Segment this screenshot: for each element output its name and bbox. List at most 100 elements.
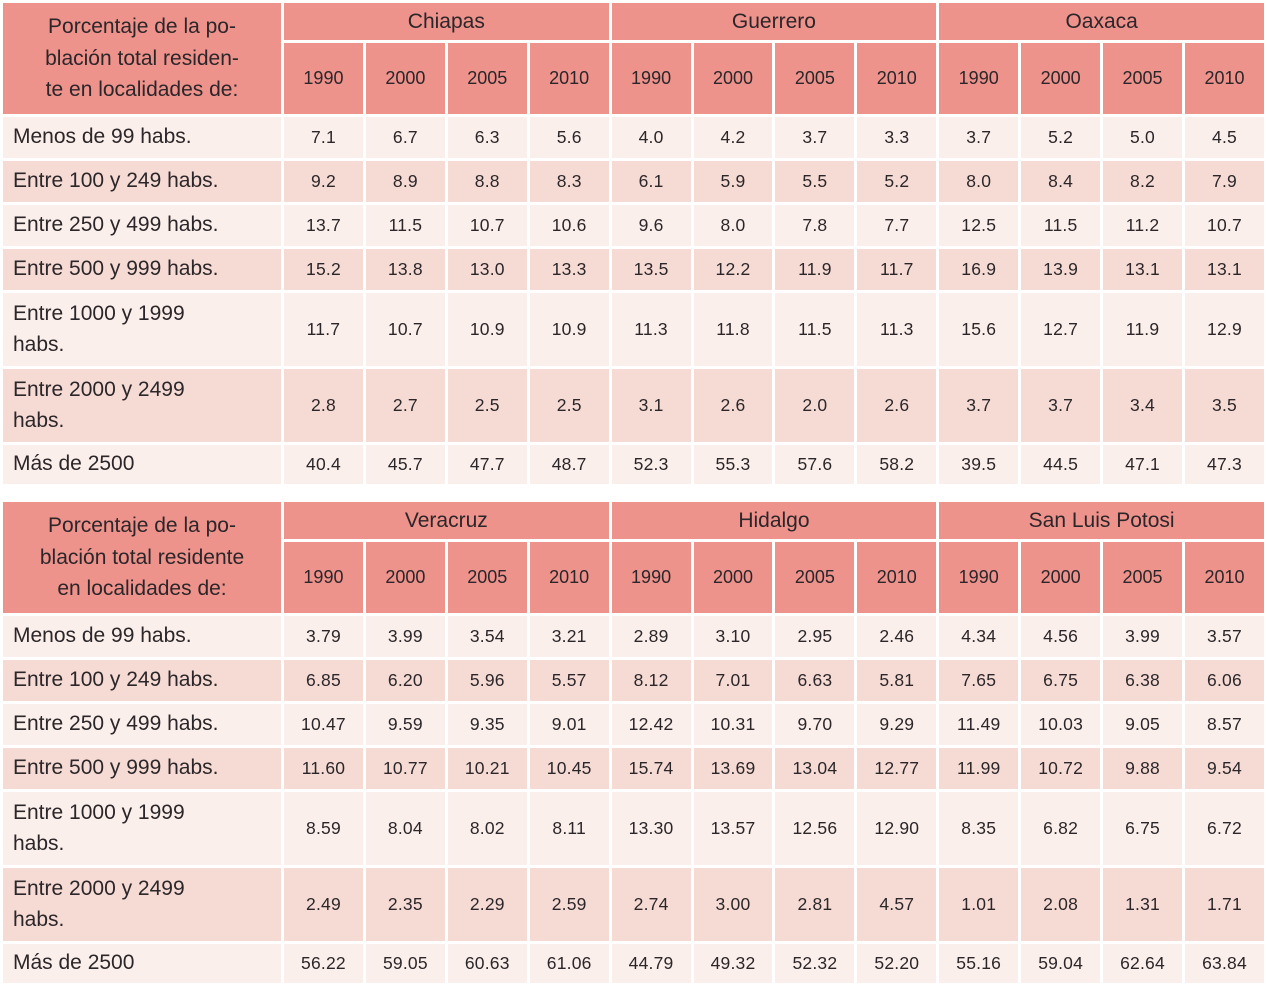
value-cell: 39.5 [936,442,1022,487]
value-cell: 4.5 [1181,114,1267,161]
table-row: Más de 2500 40.4 45.7 47.7 48.7 52.3 55.3 57.6 5… [0,442,1267,487]
value-cell: 2.49 [281,865,366,944]
table-row: Más de 2500 56.22 59.05 60.63 61.06 44.79 49.3… [0,941,1267,986]
value-cell: 2.5 [526,366,612,445]
value-cell: 3.00 [690,865,776,944]
value-cell: 2.0 [772,366,858,445]
value-cell: 49.32 [690,941,776,986]
table-row: Entre 500 y 999 habs. 11.60 10.77 10.21 10.4… [0,745,1267,792]
value-cell: 5.9 [690,158,776,205]
value-cell: 3.21 [526,613,612,660]
table-row: Menos de 99 habs. 3.79 3.99 3.54 3.21 2.89 3.1… [0,613,1267,660]
value-cell: 44.79 [608,941,694,986]
value-cell: 11.3 [608,290,694,369]
value-cell: 13.30 [608,789,694,868]
value-cell: 8.57 [1181,701,1267,748]
year-header: 2000 [362,539,448,616]
year-header: 2005 [1100,539,1185,616]
value-cell: 2.7 [362,366,448,445]
value-cell: 13.9 [1018,246,1104,293]
value-cell: 12.77 [854,745,940,792]
row-label: Menos de 99 habs. [0,114,284,161]
value-cell: 2.6 [690,366,776,445]
value-cell: 52.32 [772,941,858,986]
value-cell: 8.02 [444,789,530,868]
year-header: 2010 [526,40,612,117]
table-row: Entre 1000 y 1999 habs. 8.59 8.04 8.02 8.11 1… [0,789,1267,868]
state-header-oaxaca: Oaxaca [936,0,1267,43]
value-cell: 56.22 [281,941,366,986]
value-cell: 8.0 [690,202,776,249]
value-cell: 2.8 [281,366,366,445]
value-cell: 12.7 [1018,290,1104,369]
value-cell: 3.3 [854,114,940,161]
state-header-chiapas: Chiapas [281,0,612,43]
value-cell: 8.11 [526,789,612,868]
year-header: 2005 [772,539,858,616]
value-cell: 2.81 [772,865,858,944]
year-header: 1990 [281,40,366,117]
value-cell: 47.1 [1100,442,1185,487]
value-cell: 5.96 [444,657,530,704]
value-cell: 11.60 [281,745,366,792]
value-cell: 7.65 [936,657,1022,704]
value-cell: 3.99 [1100,613,1185,660]
year-header: 2005 [1100,40,1185,117]
value-cell: 11.2 [1100,202,1185,249]
value-cell: 6.72 [1181,789,1267,868]
table-row: Entre 1000 y 1999 habs. 11.7 10.7 10.9 10.9 1… [0,290,1267,369]
year-header: 2005 [444,539,530,616]
year-header: 2000 [690,40,776,117]
row-label: Entre 500 y 999 habs. [0,246,284,293]
value-cell: 58.2 [854,442,940,487]
value-cell: 11.49 [936,701,1022,748]
value-cell: 9.29 [854,701,940,748]
value-cell: 10.9 [526,290,612,369]
value-cell: 9.54 [1181,745,1267,792]
value-cell: 11.5 [362,202,448,249]
value-cell: 57.6 [772,442,858,487]
value-cell: 12.56 [772,789,858,868]
year-header: 2010 [854,40,940,117]
value-cell: 10.03 [1018,701,1104,748]
value-cell: 60.63 [444,941,530,986]
value-cell: 8.8 [444,158,530,205]
value-cell: 3.7 [936,366,1022,445]
value-cell: 63.84 [1181,941,1267,986]
year-header: 1990 [608,539,694,616]
year-header: 2005 [444,40,530,117]
value-cell: 15.2 [281,246,366,293]
row-label: Entre 1000 y 1999 habs. [0,290,284,369]
value-cell: 13.57 [690,789,776,868]
value-cell: 61.06 [526,941,612,986]
row-label: Entre 100 y 249 habs. [0,158,284,205]
value-cell: 7.01 [690,657,776,704]
year-header: 1990 [936,40,1022,117]
value-cell: 3.7 [772,114,858,161]
value-cell: 48.7 [526,442,612,487]
year-header: 2000 [690,539,776,616]
table-row: Menos de 99 habs. 7.1 6.7 6.3 5.6 4.0 4.2 3.7 3.… [0,114,1267,161]
year-header: 2010 [854,539,940,616]
value-cell: 4.0 [608,114,694,161]
value-cell: 6.63 [772,657,858,704]
value-cell: 5.81 [854,657,940,704]
value-cell: 8.12 [608,657,694,704]
value-cell: 3.54 [444,613,530,660]
value-cell: 12.90 [854,789,940,868]
value-cell: 10.72 [1018,745,1104,792]
value-cell: 3.10 [690,613,776,660]
value-cell: 13.1 [1181,246,1267,293]
value-cell: 6.75 [1100,789,1185,868]
row-label: Entre 100 y 249 habs. [0,657,284,704]
row-label: Entre 2000 y 2499 habs. [0,366,284,445]
value-cell: 62.64 [1100,941,1185,986]
value-cell: 52.20 [854,941,940,986]
value-cell: 13.3 [526,246,612,293]
row-label: Menos de 99 habs. [0,613,284,660]
value-cell: 9.59 [362,701,448,748]
row-label: Entre 250 y 499 habs. [0,701,284,748]
corner-header: Porcentaje de la po- blación total resid… [0,499,284,616]
value-cell: 13.7 [281,202,366,249]
